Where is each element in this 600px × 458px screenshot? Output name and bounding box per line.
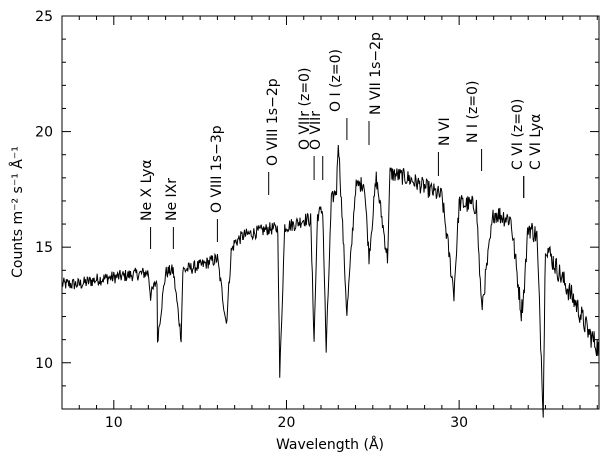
y-tick-label: 15 xyxy=(35,240,53,256)
spectrum-line xyxy=(61,145,600,418)
line-label: O VIIr (z=0) xyxy=(297,68,313,150)
x-axis-label: Wavelength (Å) xyxy=(276,436,384,453)
line-label: C VI (z=0) xyxy=(510,99,526,170)
line-label: Ne X Lyα xyxy=(139,159,155,221)
x-axis: 10 20 30 xyxy=(78,16,598,431)
line-label: Ne IXr xyxy=(164,178,180,221)
line-label: N VII 1s−2p xyxy=(368,32,384,115)
line-label: C VI Lyα xyxy=(528,114,544,170)
y-tick-label: 20 xyxy=(35,125,53,141)
line-label: N VI xyxy=(437,117,453,146)
y-axis: 10 15 20 25 xyxy=(35,9,599,410)
x-tick-label: 20 xyxy=(278,415,296,431)
line-label: O VIII 1s−2p xyxy=(265,78,281,166)
y-axis-label: Counts m⁻² s⁻¹ Å⁻¹ xyxy=(9,146,26,278)
y-tick-label: 10 xyxy=(35,356,53,372)
y-tick-label: 25 xyxy=(35,9,53,25)
x-tick-label: 30 xyxy=(450,415,468,431)
series-layer xyxy=(61,145,600,418)
plot-frame xyxy=(61,15,600,410)
annotation-layer: Ne X Lyα Ne IXr O VIII 1s−3p O VIII 1s−2p O … xyxy=(139,32,544,249)
line-label: O VIII 1s−3p xyxy=(209,125,225,213)
line-label: O VIIr xyxy=(308,111,324,150)
line-label: N I (z=0) xyxy=(465,81,481,143)
line-label: O I (z=0) xyxy=(328,49,344,112)
x-tick-label: 10 xyxy=(105,415,123,431)
